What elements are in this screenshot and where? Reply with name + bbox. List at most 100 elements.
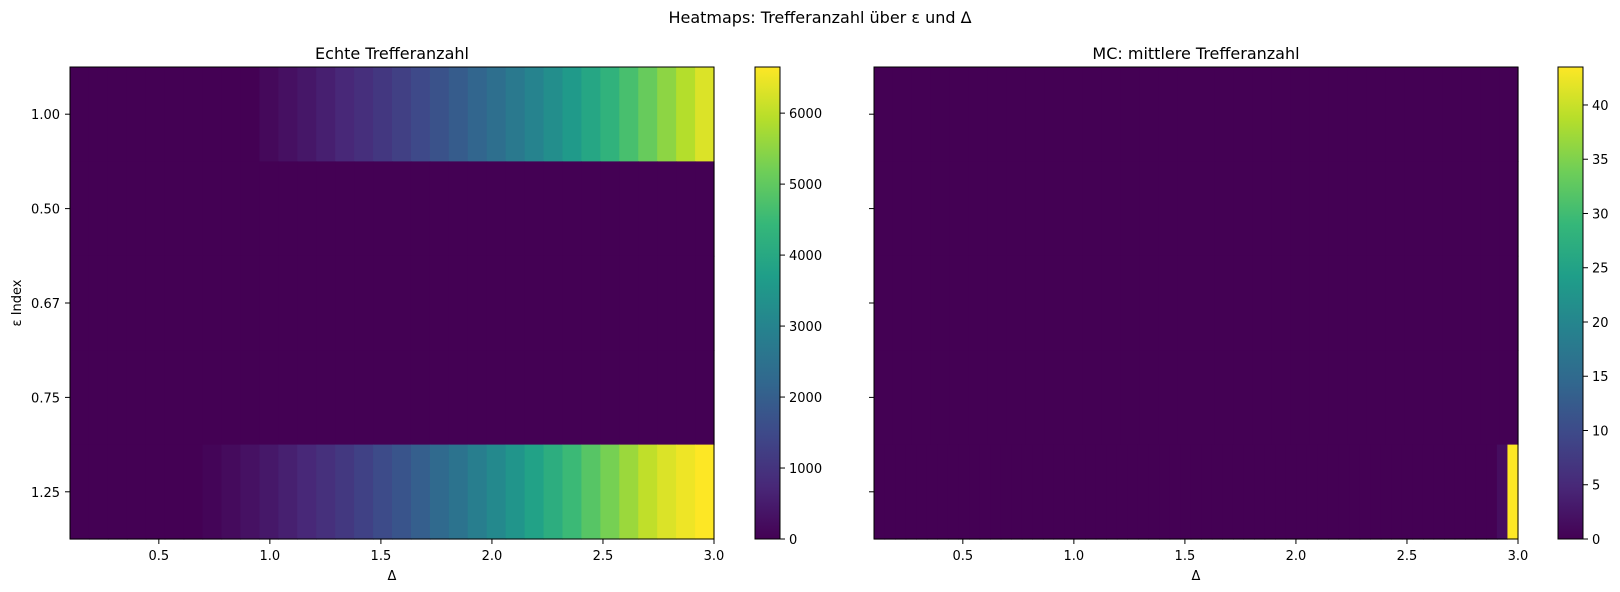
heatmap-cell [1507,444,1519,540]
heatmap-cell [126,161,147,257]
heatmap-cell [676,255,696,351]
heatmap-cell [1006,161,1027,257]
heatmap-cell [1347,255,1368,351]
heatmap-cell [524,444,545,540]
heatmap-cell [1366,255,1387,351]
panel-title: Echte Trefferanzahl [315,44,469,63]
heatmap-cell [1328,255,1349,351]
heatmap-cell [874,67,894,162]
panel-title: MC: mittlere Trefferanzahl [1092,44,1299,63]
heatmap-cell [70,350,90,446]
heatmap-cell [1042,444,1055,540]
heatmap-cell [240,67,261,162]
heatmap-cell [259,444,279,540]
heatmap-cell [70,444,90,540]
y-tick-label: 0.75 [31,391,60,406]
heatmap-cell [987,161,1008,257]
heatmap-cell [1461,255,1481,351]
heatmap-cell [410,255,431,351]
heatmap-cell [581,67,601,162]
heatmap-cell [911,67,932,162]
heatmap-cell [448,444,469,540]
heatmap-cell [1196,350,1216,446]
x-tick-label: 1.5 [1175,549,1196,564]
heatmap-panel-mc-mittlere-trefferanzahl: MC: mittlere Trefferanzahl 0.5 1.0 1.5 2.0 2.… [869,44,1609,584]
heatmap-cell [895,444,907,540]
heatmap-cell [638,350,658,446]
heatmap-cell [600,350,620,446]
heatmap-cell [581,161,601,257]
heatmap-cell [221,444,242,540]
heatmap-cell [987,350,1008,446]
heatmap-cell [1139,350,1159,446]
heatmap-cell [581,444,601,540]
heatmap-cell [600,444,620,540]
heatmap-cell [1214,161,1235,257]
y-tick-label: 0.67 [31,297,60,312]
heatmap-cell [259,350,279,446]
heatmap-cell [1201,444,1213,540]
heatmap-cell [145,67,166,162]
x-tick-label: 2.5 [1397,549,1418,564]
heatmap-cell [1032,444,1044,540]
heatmap-cell [1480,67,1500,162]
heatmap-cell [911,350,932,446]
heatmap-cell [354,255,374,351]
heatmap-cell [316,255,336,351]
x-tick-label: 1.5 [371,549,392,564]
colorbar-tick-label: 3000 [789,320,822,335]
heatmap-cell [448,161,469,257]
heatmap-cell [1442,350,1462,446]
heatmap-cell [949,67,970,162]
heatmap-cell [1385,350,1405,446]
heatmap-cell [164,444,185,540]
heatmap-cell [562,444,583,540]
heatmap-cell [1101,161,1121,257]
heatmap-cell [373,67,393,162]
heatmap-cell [619,444,639,540]
heatmap-cell [297,161,317,257]
heatmap-cell [486,161,507,257]
heatmap-cell [1254,444,1266,540]
colorbar-tick-label: 0 [789,533,797,548]
heatmap-cell [1214,255,1235,351]
heatmap-cell [1232,444,1245,540]
heatmap-cell [297,255,317,351]
heatmap-cell [259,161,279,257]
heatmap-cell [1442,161,1462,257]
heatmap-cell [1480,350,1500,446]
heatmap-cell [949,350,970,446]
x-axis-label: Δ [388,569,397,584]
heatmap-cell [1106,444,1118,540]
heatmap-cell [1412,444,1424,540]
x-tick-label: 2.0 [482,549,503,564]
colorbar-tick-label: 10 [1592,424,1609,439]
heatmap-cell [1044,67,1065,162]
heatmap-cell [1366,161,1387,257]
x-tick-label: 0.5 [148,549,169,564]
heatmap-cell [202,161,223,257]
heatmap-cell [1404,255,1424,351]
heatmap-cell [335,255,355,351]
heatmap-cell [70,161,90,257]
heatmap-cell [657,161,677,257]
heatmap-cell [410,444,431,540]
heatmap-cell [1391,444,1403,540]
heatmap-cell [600,255,620,351]
colorbar-tick-label: 4000 [789,249,822,264]
heatmap-cell [373,444,393,540]
heatmap-cell [1385,67,1405,162]
heatmap-cell [1290,161,1311,257]
heatmap-cell [1214,350,1235,446]
figure-title: Heatmaps: Trefferanzahl über ε und Δ [668,8,971,27]
heatmap-cell [1148,444,1160,540]
heatmap-cell [1422,444,1435,540]
heatmap-cell [1385,255,1405,351]
heatmap-cell [1233,161,1254,257]
heatmap-cell [562,255,583,351]
heatmap-cell [1252,161,1273,257]
heatmap-cell [619,67,639,162]
heatmap-cell [1252,350,1273,446]
heatmap-cell [88,67,109,162]
